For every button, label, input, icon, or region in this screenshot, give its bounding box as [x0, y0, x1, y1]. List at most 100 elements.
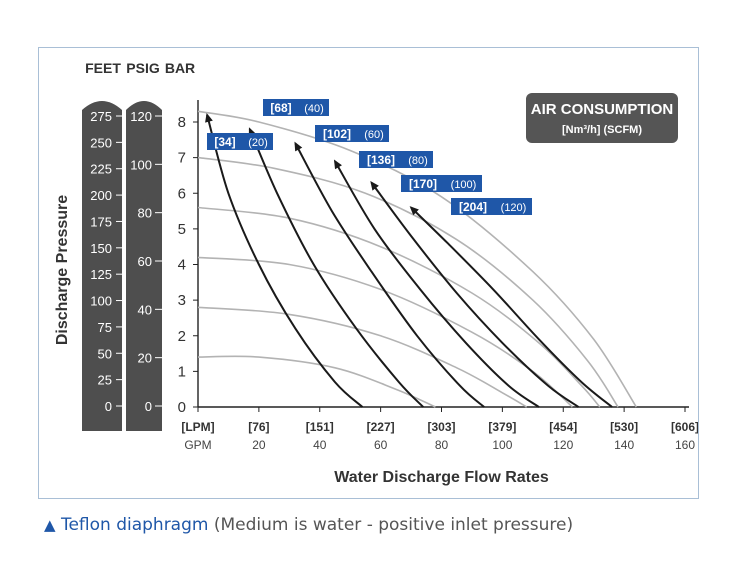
performance-curve [197, 156, 619, 408]
air-curve [248, 128, 424, 408]
feet-tick-label: 25 [98, 373, 112, 388]
air-label-box [359, 125, 389, 142]
feet-tick-label: 50 [98, 346, 112, 361]
air-label-nm3: [170] [409, 177, 437, 191]
air-label-scfm: (20) [248, 137, 268, 149]
legend-title: AIR CONSUMPTION [531, 101, 674, 118]
feet-tick-label: 150 [90, 241, 112, 256]
x-tick-label-lpm: [379] [488, 420, 516, 434]
psig-tick-label: 120 [130, 109, 152, 124]
air-label-scfm: (100) [451, 179, 477, 191]
x-tick-label-gpm: 100 [492, 438, 512, 452]
x-tick-label-lpm: [LPM] [181, 420, 214, 434]
psig-tick-label: 40 [138, 302, 152, 317]
psig-tick-label: 0 [145, 399, 152, 414]
y-tick-label: 5 [178, 221, 186, 238]
air-label-box [495, 198, 532, 215]
feet-tick-label: 225 [90, 162, 112, 177]
air-label-box [243, 133, 273, 150]
air-label-scfm: (80) [408, 155, 428, 167]
legend-subtitle: [Nm³/h] (SCFM) [562, 124, 642, 136]
air-label-box [299, 99, 329, 116]
air-label-nm3: [204] [459, 200, 487, 214]
y-tick-label: 3 [178, 292, 186, 309]
performance-curve [197, 355, 436, 408]
caption-rest: (Medium is water - positive inlet pressu… [208, 515, 574, 535]
air-label-box [263, 99, 299, 116]
air-label-box [359, 151, 403, 168]
air-curve-arrow [205, 112, 213, 123]
air-curve [410, 206, 613, 408]
x-tick-label-lpm: [151] [306, 420, 334, 434]
air-label-box [403, 151, 433, 168]
air-curve-arrow [409, 206, 419, 216]
air-label-box [445, 175, 482, 192]
chart-frame: 0 1 2 3 4 5 6 7 8 [LPM] GPM [76] 20 [151] 40 [227] 60 [30… [38, 47, 699, 499]
feet-tick-label: 275 [90, 109, 112, 124]
air-curve-arrow [370, 180, 379, 191]
y-tick-label: 2 [178, 328, 186, 345]
psig-tick-label: 80 [138, 206, 152, 221]
psig-tick-label: 100 [130, 157, 152, 172]
psig-tick-label: 20 [138, 351, 152, 366]
legend-box [526, 93, 678, 143]
x-tick-label-gpm: GPM [184, 438, 211, 452]
y-tick-label: 8 [178, 114, 186, 131]
chart-svg: 0 1 2 3 4 5 6 7 8 [LPM] GPM [76] 20 [151] 40 [227] 60 [30… [54, 60, 698, 486]
scale-header: BAR [165, 60, 195, 76]
x-tick-label-gpm: 60 [374, 438, 388, 452]
air-curve [334, 160, 540, 408]
x-tick-label-lpm: [606] [671, 420, 698, 434]
air-label-nm3: [102] [323, 127, 351, 141]
x-tick-label-gpm: 80 [435, 438, 449, 452]
x-tick-label-lpm: [530] [610, 420, 638, 434]
air-label-box [451, 198, 495, 215]
x-axis-label: Water Discharge Flow Rates [334, 469, 549, 486]
scale-header: FEET [85, 60, 121, 76]
x-tick-label-gpm: 40 [313, 438, 327, 452]
feet-tick-label: 100 [90, 294, 112, 309]
air-curve-arrow [333, 159, 342, 170]
y-tick-label: 7 [178, 150, 186, 167]
air-label-box [315, 125, 359, 142]
y-tick-label: 4 [178, 257, 186, 274]
scale-header: PSIG [126, 60, 160, 76]
y-tick-label: 6 [178, 185, 186, 202]
x-tick-label-gpm: 160 [675, 438, 695, 452]
x-tick-label-lpm: [454] [549, 420, 577, 434]
air-label-box [401, 175, 445, 192]
feet-tick-label: 250 [90, 135, 112, 150]
performance-curve [197, 306, 528, 408]
air-curve [294, 142, 485, 408]
caption: ▲ Teflon diaphragm (Medium is water - po… [44, 515, 573, 535]
feet-tick-label: 200 [90, 188, 112, 203]
feet-tick-label: 175 [90, 214, 112, 229]
air-label-box [207, 133, 243, 150]
air-label-scfm: (120) [501, 202, 527, 214]
triangle-icon: ▲ [44, 516, 56, 534]
x-tick-label-lpm: [227] [367, 420, 395, 434]
air-label-scfm: (60) [364, 129, 384, 141]
x-tick-label-gpm: 20 [252, 438, 266, 452]
feet-scale-bar [82, 101, 122, 431]
y-axis-label: Discharge Pressure [54, 195, 71, 345]
y-tick-label: 0 [178, 399, 186, 416]
air-curve-arrow [294, 141, 303, 152]
feet-tick-label: 125 [90, 267, 112, 282]
air-label-nm3: [136] [367, 153, 395, 167]
feet-tick-label: 75 [98, 320, 112, 335]
feet-tick-label: 0 [105, 399, 112, 414]
air-curve [370, 182, 580, 408]
psig-tick-label: 60 [138, 254, 152, 269]
air-label-scfm: (40) [304, 103, 324, 115]
x-tick-label-gpm: 140 [614, 438, 634, 452]
air-label-nm3: [34] [214, 135, 235, 149]
air-label-nm3: [68] [270, 101, 291, 115]
performance-curve [197, 110, 637, 408]
caption-lead: Teflon diaphragm [60, 515, 209, 535]
psig-scale-bar [126, 101, 162, 431]
x-tick-label-lpm: [303] [427, 420, 455, 434]
x-tick-label-gpm: 120 [553, 438, 573, 452]
air-curve [206, 114, 364, 408]
y-tick-label: 1 [178, 363, 186, 380]
